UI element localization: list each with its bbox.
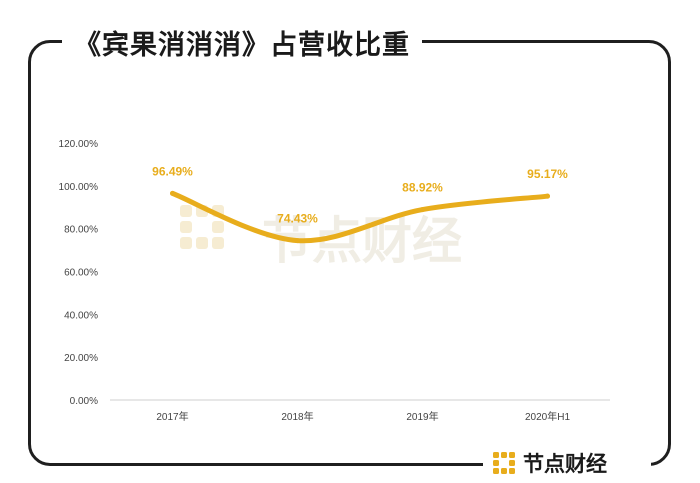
- y-tick-label: 60.00%: [64, 268, 98, 279]
- data-point: [545, 193, 550, 199]
- y-tick-label: 20.00%: [64, 353, 98, 364]
- data-labels: 96.49% 74.43% 88.92% 95.17%: [152, 164, 568, 225]
- x-tick-label: 2020年H1: [525, 410, 570, 423]
- watermark-logo-block: [212, 221, 224, 233]
- data-label: 74.43%: [277, 212, 318, 226]
- data-label: 95.17%: [527, 167, 568, 181]
- data-point: [420, 207, 425, 213]
- x-tick-labels: 2017年 2018年 2019年 2020年H1: [156, 410, 570, 423]
- brand-logo-icon: [493, 452, 515, 474]
- watermark-logo-block: [196, 237, 208, 249]
- watermark-logo-block: [180, 237, 192, 249]
- watermark-logo-block: [212, 237, 224, 249]
- series-line: [170, 190, 550, 244]
- y-tick-label: 120.00%: [59, 139, 99, 150]
- watermark-logo-block: [180, 221, 192, 233]
- y-tick-label: 80.00%: [64, 225, 98, 236]
- data-point: [170, 190, 175, 196]
- data-points: [170, 190, 550, 244]
- x-tick-label: 2017年: [156, 410, 188, 423]
- watermark-logo-block: [180, 205, 192, 217]
- y-tick-label: 100.00%: [59, 182, 99, 193]
- title-bar: 《宾果消消消》占营收比重: [62, 20, 422, 64]
- watermark: 节点财经: [180, 205, 462, 270]
- x-tick-label: 2018年: [281, 410, 313, 423]
- y-tick-labels: 0.00% 20.00% 40.00% 60.00% 80.00% 100.00% 120.…: [59, 139, 99, 407]
- x-tick-label: 2019年: [406, 410, 438, 423]
- data-label: 96.49%: [152, 164, 193, 178]
- brand-footer: 节点财经: [483, 443, 651, 483]
- y-tick-label: 40.00%: [64, 310, 98, 321]
- data-label: 88.92%: [402, 181, 443, 195]
- chart-title: 《宾果消消消》占营收比重: [74, 29, 410, 61]
- y-tick-label: 0.00%: [70, 396, 98, 407]
- data-point: [295, 238, 300, 244]
- brand-name: 节点财经: [523, 452, 607, 476]
